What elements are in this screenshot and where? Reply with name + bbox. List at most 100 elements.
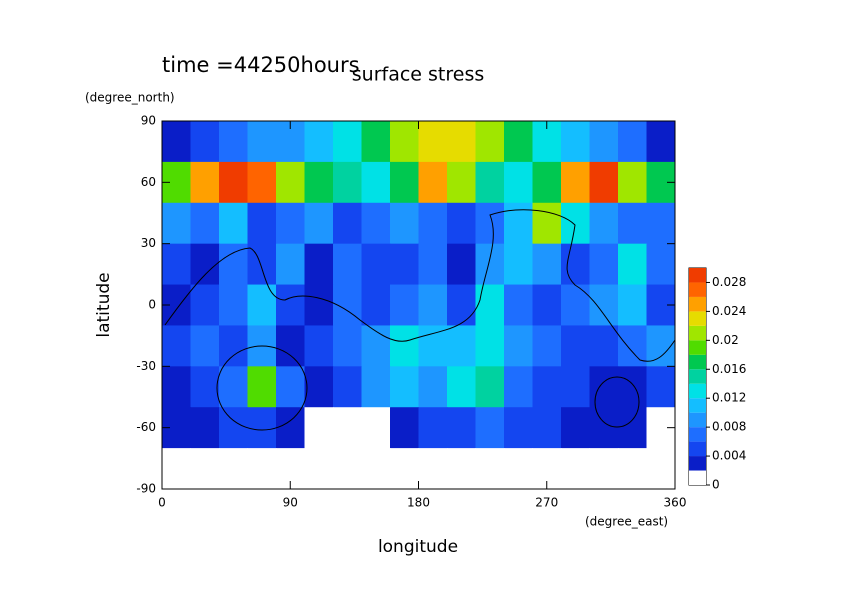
contour-cell xyxy=(304,284,334,326)
contour-cell xyxy=(162,325,191,367)
contour-cell xyxy=(532,243,562,286)
y-tick-label: 60 xyxy=(141,175,156,189)
contour-cell xyxy=(475,366,505,408)
contour-cell xyxy=(504,284,533,326)
contour-cell xyxy=(190,243,220,286)
contour-cell xyxy=(561,202,590,245)
contour-cell xyxy=(589,325,619,367)
contour-cell xyxy=(247,161,277,204)
contour-cell xyxy=(618,284,647,326)
contour-cell xyxy=(304,407,334,449)
contour-cell xyxy=(162,366,191,408)
contour-cell xyxy=(190,202,220,245)
contour-cell xyxy=(304,325,334,367)
chart-subtitle: time =44250hours xyxy=(162,53,360,77)
contour-cell xyxy=(247,202,277,245)
contour-cell xyxy=(418,161,448,204)
contour-cell xyxy=(475,448,505,490)
colorbar-swatch xyxy=(689,412,706,428)
contour-cell xyxy=(475,243,505,286)
contour-cell xyxy=(361,366,391,408)
contour-cell xyxy=(646,202,676,245)
contour-cell xyxy=(276,202,305,245)
y-tick-label: -30 xyxy=(136,359,156,373)
chart-title: surface stress xyxy=(352,64,485,86)
contour-cell xyxy=(390,121,419,163)
contour-cell xyxy=(333,243,362,286)
colorbar-swatch xyxy=(689,325,706,341)
contour-cell xyxy=(304,366,334,408)
contour-cell xyxy=(561,366,590,408)
x-tick-label: 90 xyxy=(283,496,298,510)
colorbar-tick-label: 0.008 xyxy=(712,420,746,434)
contour-cell xyxy=(162,121,191,163)
contour-cell xyxy=(390,243,419,286)
contour-cell xyxy=(390,448,419,490)
colorbar-swatch xyxy=(689,427,706,442)
contour-cell xyxy=(532,161,562,204)
colorbar-swatch xyxy=(689,311,706,326)
contour-cell xyxy=(504,243,533,286)
contour-cell xyxy=(190,448,220,490)
colorbar-tick-label: 0.02 xyxy=(712,333,739,347)
x-tick-label: 360 xyxy=(664,496,687,510)
contour-cell xyxy=(589,448,619,490)
contour-cell xyxy=(589,202,619,245)
contour-cell xyxy=(618,325,647,367)
contour-cell xyxy=(475,284,505,326)
contour-cell xyxy=(618,202,647,245)
field xyxy=(162,121,676,490)
contour-cell xyxy=(447,407,476,449)
contour-cell xyxy=(219,366,248,408)
contour-cell xyxy=(247,284,277,326)
contour-cell xyxy=(304,202,334,245)
y-tick-label: 90 xyxy=(141,114,156,128)
contour-cell xyxy=(219,161,248,204)
contour-cell xyxy=(276,366,305,408)
colorbar-swatch xyxy=(689,383,706,399)
contour-cell xyxy=(390,161,419,204)
contour-cell xyxy=(418,121,448,163)
contour-cell xyxy=(504,121,533,163)
contour-cell xyxy=(418,243,448,286)
contour-cell xyxy=(418,284,448,326)
colorbar-swatch xyxy=(689,282,706,297)
contour-cell xyxy=(190,325,220,367)
contour-cell xyxy=(361,325,391,367)
contour-cell xyxy=(504,325,533,367)
coastlines xyxy=(164,209,676,431)
colorbar-swatch xyxy=(689,340,706,355)
colorbar-swatch xyxy=(689,470,706,485)
contour-cell xyxy=(390,407,419,449)
contour-cell xyxy=(418,202,448,245)
contour-cell xyxy=(475,407,505,449)
contour-cell xyxy=(276,161,305,204)
contour-cell xyxy=(276,325,305,367)
contour-cell xyxy=(504,366,533,408)
colorbar-swatch xyxy=(689,456,706,471)
contour-cell xyxy=(333,202,362,245)
contour-cell xyxy=(532,325,562,367)
contour-cell xyxy=(190,284,220,326)
contour-cell xyxy=(219,448,248,490)
contour-cell xyxy=(447,121,476,163)
contour-cell xyxy=(190,121,220,163)
contour-cell xyxy=(361,407,391,449)
x-axis-label: longitude xyxy=(378,537,458,557)
colorbar-swatch xyxy=(689,441,706,457)
contour-cell xyxy=(447,366,476,408)
contour-cell xyxy=(219,121,248,163)
contour-cell xyxy=(447,202,476,245)
contour-cell xyxy=(561,243,590,286)
contour-cell xyxy=(561,284,590,326)
contour-cell xyxy=(504,407,533,449)
contour-cell xyxy=(162,448,191,490)
contour-cell xyxy=(304,161,334,204)
x-unit: (degree_east) xyxy=(585,515,668,529)
colorbar-swatch xyxy=(689,398,706,413)
contour-cell xyxy=(390,325,419,367)
contour-cell xyxy=(190,407,220,449)
contour-cell xyxy=(561,407,590,449)
contour-cell xyxy=(333,448,362,490)
colorbar-swatch xyxy=(689,268,706,283)
